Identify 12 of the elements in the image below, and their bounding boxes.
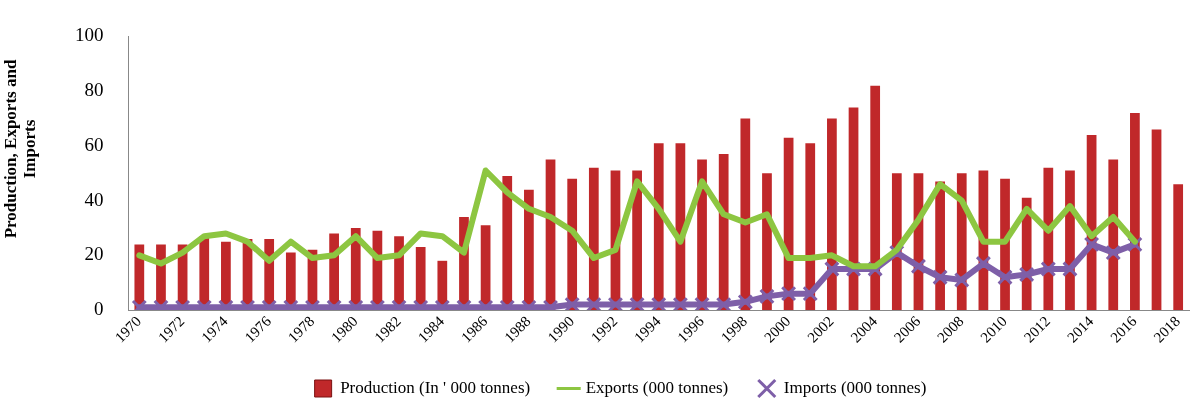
y-axis-title: Production, Exports and Imports [1,58,39,241]
y-tick-label: 60 [84,133,104,155]
y-tick-label: 20 [84,243,104,265]
legend-label: Production (In ' 000 tonnes) [340,377,531,397]
x-tick-label: 1970 [111,313,145,346]
legend-label: Exports (000 tonnes) [585,377,729,397]
y-tick-label: 80 [84,79,104,101]
y-tick-label: 40 [84,188,104,210]
y-tick-label: 0 [94,298,104,320]
x-tick-label: 1992 [587,313,621,346]
legend-label: Imports (000 tonnes) [783,377,927,397]
y-tick-label: 100 [75,24,104,46]
